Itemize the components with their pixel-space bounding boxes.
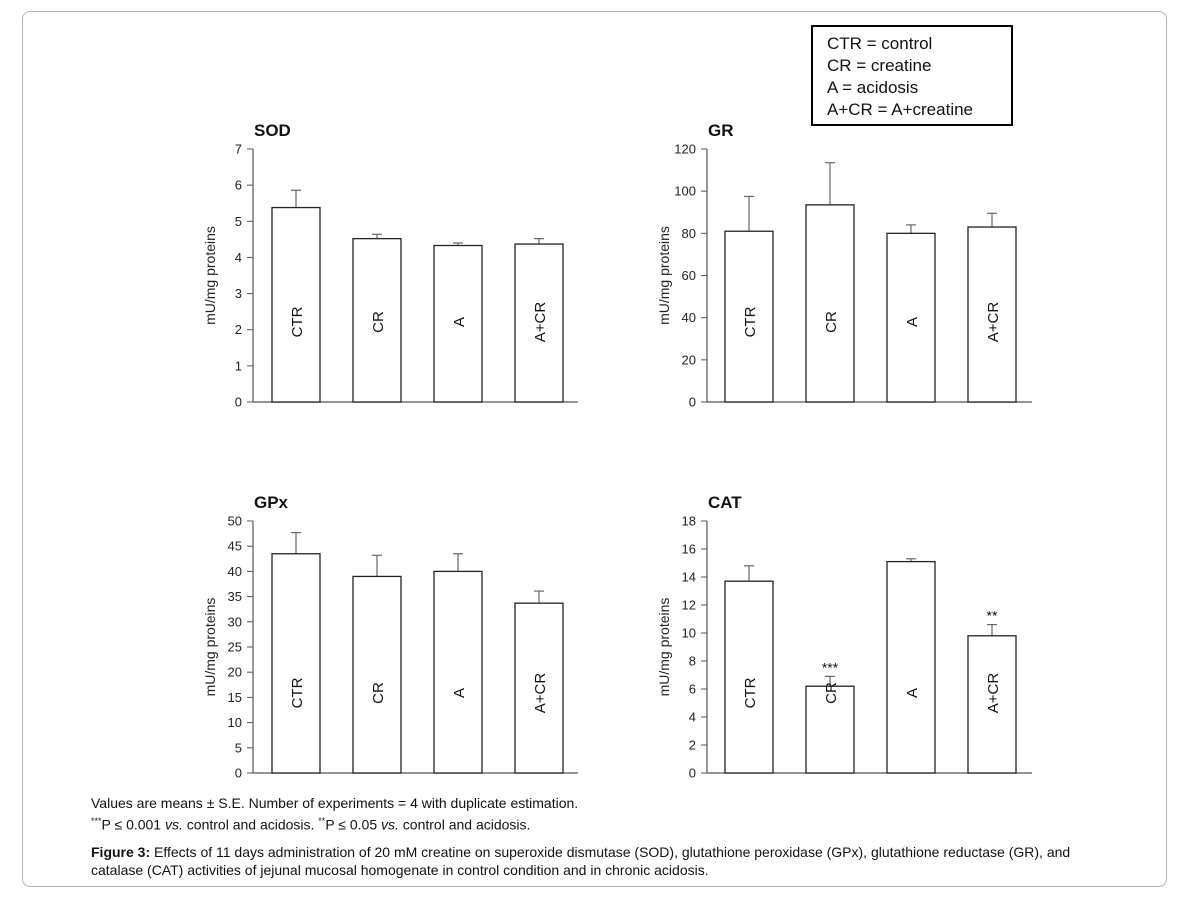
y-tick-label-sod: 4 <box>235 250 242 265</box>
category-label-gr-cr: CR <box>823 311 840 333</box>
caption-label: Figure 3: <box>91 844 151 860</box>
chart-title-cat: CAT <box>708 493 742 512</box>
bar-gpx-a <box>433 570 483 774</box>
y-tick-label-sod: 2 <box>235 322 242 337</box>
notes-mark-b: ** <box>318 816 326 826</box>
y-tick-label-cat: 4 <box>689 710 696 725</box>
figure-caption: Figure 3: Effects of 11 days administrat… <box>91 843 1111 879</box>
category-label-cat-cr: CR <box>823 682 840 704</box>
category-label-gpx-apluscr: A+CR <box>532 673 549 714</box>
y-tick-label-sod: 3 <box>235 286 242 301</box>
bar-cat-a <box>886 560 936 774</box>
legend-entry-acr: A+CR = A+creatine <box>827 100 974 119</box>
bar-cat-apluscr <box>967 635 1017 774</box>
y-tick-label-gpx: 25 <box>228 640 242 655</box>
bar-cat-ctr <box>724 580 774 774</box>
legend-entry-a: A = acidosis <box>827 78 919 97</box>
chart-title-gr: GR <box>708 121 734 140</box>
y-tick-label-cat: 0 <box>689 766 696 781</box>
notes-text-b: control and acidosis. <box>182 816 319 833</box>
bar-gr-cr <box>805 204 855 403</box>
y-tick-label-gpx: 10 <box>228 715 242 730</box>
bar-sod-apluscr <box>514 243 564 403</box>
bar-gpx-ctr <box>271 553 321 774</box>
y-tick-label-gpx: 0 <box>235 766 242 781</box>
y-tick-label-cat: 6 <box>689 682 696 697</box>
bar-gr-a <box>886 232 936 403</box>
notes-line-2: ***P ≤ 0.001 vs. control and acidosis. *… <box>91 812 578 834</box>
chart-title-gpx: GPx <box>254 493 289 512</box>
y-axis-label-sod: mU/mg proteins <box>202 226 218 325</box>
y-axis-label-cat: mU/mg proteins <box>656 598 672 697</box>
y-tick-label-gpx: 40 <box>228 564 242 579</box>
y-tick-label-gr: 0 <box>689 395 696 410</box>
category-label-cat-ctr: CTR <box>742 677 759 708</box>
notes-vs-a: vs. <box>165 816 183 833</box>
y-tick-label-sod: 7 <box>235 142 242 157</box>
y-tick-label-cat: 10 <box>682 626 696 641</box>
bar-cat-cr <box>805 685 855 774</box>
y-tick-label-cat: 2 <box>689 738 696 753</box>
y-tick-label-cat: 18 <box>682 514 696 529</box>
category-label-sod-cr: CR <box>370 311 387 333</box>
notes-vs-b: vs. <box>381 816 399 833</box>
caption-text: Effects of 11 days administration of 20 … <box>91 844 1071 878</box>
figure-frame <box>22 11 1167 887</box>
category-label-gpx-a: A <box>451 688 468 698</box>
legend-entry-cr: CR = creatine <box>827 56 932 75</box>
y-tick-label-gpx: 45 <box>228 539 242 554</box>
notes-text-d: control and acidosis. <box>398 816 531 833</box>
figure-notes: Values are means ± S.E. Number of experi… <box>91 794 578 834</box>
significance-marker-cat-apluscr: ** <box>987 608 998 624</box>
y-tick-label-sod: 5 <box>235 214 242 229</box>
category-label-sod-ctr: CTR <box>289 306 306 337</box>
category-label-sod-a: A <box>451 317 468 327</box>
y-tick-label-gr: 120 <box>674 142 696 157</box>
y-tick-label-cat: 14 <box>682 570 696 585</box>
legend-entry-ctr: CTR = control <box>827 34 933 53</box>
y-tick-label-sod: 6 <box>235 178 242 193</box>
y-tick-label-gr: 100 <box>674 184 696 199</box>
category-label-sod-apluscr: A+CR <box>532 302 549 343</box>
category-label-gr-ctr: CTR <box>742 306 759 337</box>
y-tick-label-gpx: 20 <box>228 665 242 680</box>
category-label-gpx-ctr: CTR <box>289 677 306 708</box>
y-axis-label-gr: mU/mg proteins <box>656 226 672 325</box>
bar-gr-ctr <box>724 230 774 403</box>
y-tick-label-gpx: 30 <box>228 614 242 629</box>
bar-gr-apluscr <box>967 226 1017 403</box>
notes-text-a: P ≤ 0.001 <box>101 816 165 833</box>
category-label-cat-apluscr: A+CR <box>985 673 1002 714</box>
y-tick-label-gpx: 5 <box>235 740 242 755</box>
category-label-gr-a: A <box>904 317 921 327</box>
category-label-cat-a: A <box>904 688 921 698</box>
category-label-gr-apluscr: A+CR <box>985 302 1002 343</box>
y-tick-label-sod: 0 <box>235 395 242 410</box>
y-tick-label-gr: 60 <box>682 268 696 283</box>
notes-line-1: Values are means ± S.E. Number of experi… <box>91 795 579 811</box>
bar-sod-a <box>433 244 483 403</box>
bar-gpx-apluscr <box>514 602 564 774</box>
y-tick-label-gr: 20 <box>682 352 696 367</box>
y-tick-label-gr: 40 <box>682 310 696 325</box>
y-tick-label-gr: 80 <box>682 226 696 241</box>
bar-gpx-cr <box>352 575 402 774</box>
bar-sod-ctr <box>271 206 321 403</box>
y-tick-label-cat: 8 <box>689 654 696 669</box>
y-tick-label-gpx: 50 <box>228 514 242 529</box>
y-tick-label-gpx: 15 <box>228 690 242 705</box>
y-tick-label-gpx: 35 <box>228 589 242 604</box>
category-label-gpx-cr: CR <box>370 682 387 704</box>
y-tick-label-sod: 1 <box>235 358 242 373</box>
y-tick-label-cat: 12 <box>682 598 696 613</box>
notes-mark-a: *** <box>91 816 102 826</box>
legend-box: CTR = control CR = creatine A = acidosis… <box>811 25 1013 126</box>
chart-title-sod: SOD <box>254 121 291 140</box>
significance-marker-cat-cr: *** <box>822 659 839 675</box>
notes-text-c: P ≤ 0.05 <box>325 816 381 833</box>
y-axis-label-gpx: mU/mg proteins <box>202 598 218 697</box>
y-tick-label-cat: 16 <box>682 542 696 557</box>
bar-sod-cr <box>352 237 402 403</box>
